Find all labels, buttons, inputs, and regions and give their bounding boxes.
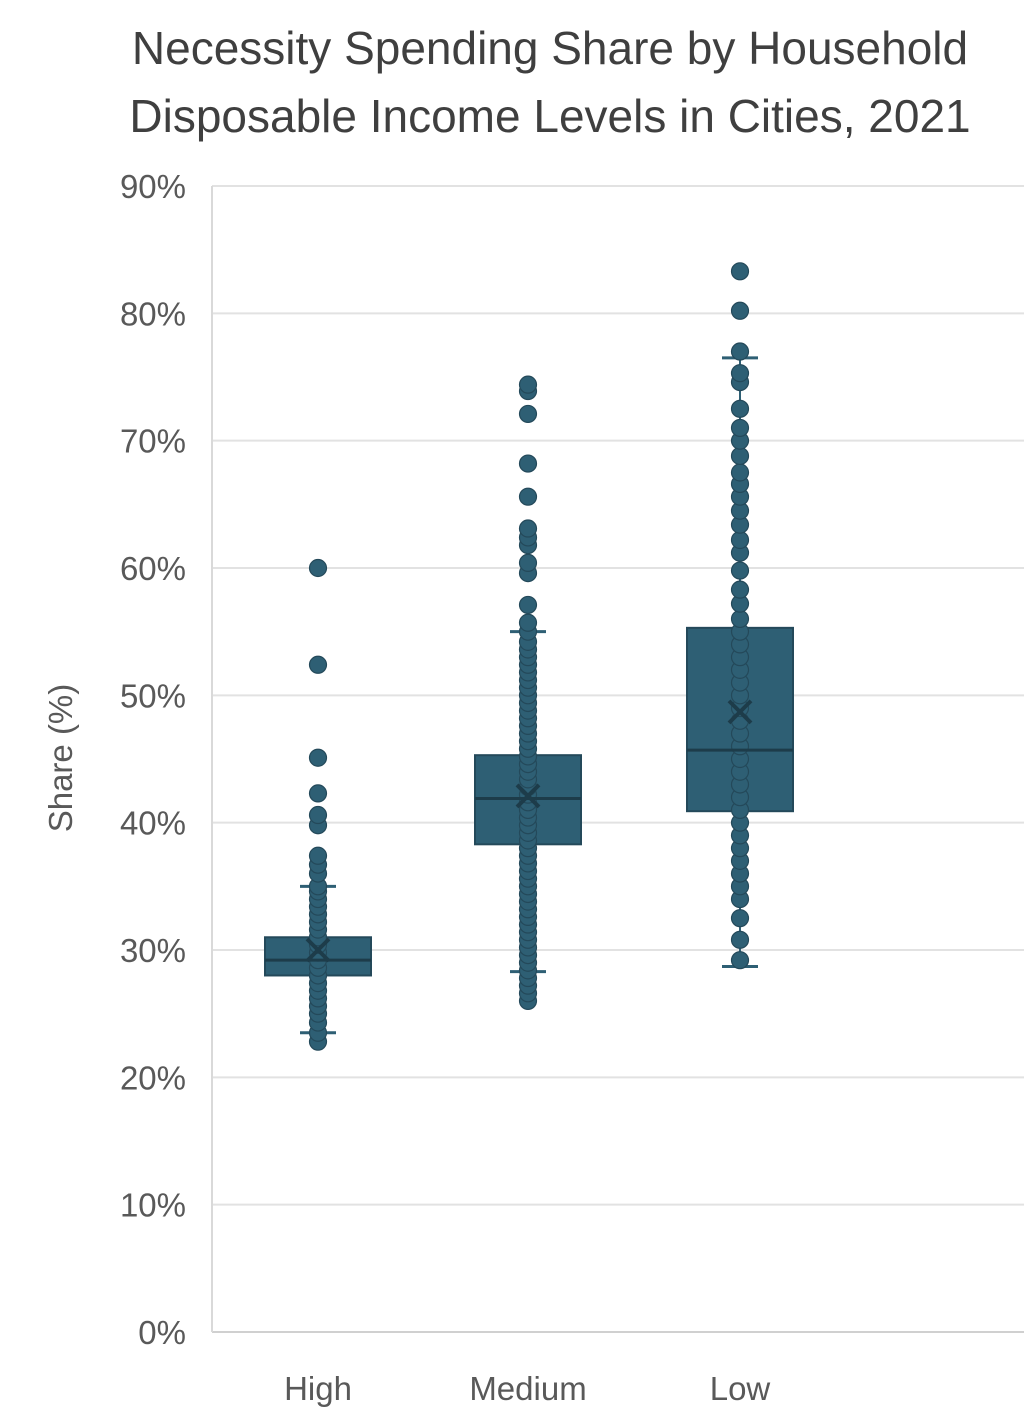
box-medium [474,375,582,1011]
x-tick-label-medium: Medium [469,1370,586,1407]
data-point [730,609,750,629]
data-point [518,404,538,424]
data-point [730,418,750,438]
box-series [264,262,794,1051]
data-point [730,342,750,361]
mean-marker-stroke [305,937,331,963]
y-tick-label: 90% [120,168,186,205]
data-point [730,909,750,928]
data-point [730,561,750,580]
data-point [308,655,328,674]
data-point [730,530,750,550]
data-point [518,454,538,473]
data-point [308,805,328,825]
data-point [518,553,538,573]
y-tick-label: 0% [138,1314,186,1351]
data-point [730,580,750,599]
mean-marker [515,783,541,809]
data-point [730,364,750,383]
chart-title: Necessity Spending Share by Household Di… [0,14,1024,150]
chart-title-line-2: Disposable Income Levels in Cities, 2021 [129,90,971,142]
box-high [264,558,372,1051]
chart-title-line-1: Necessity Spending Share by Household [131,22,969,74]
data-point [518,595,538,615]
data-point [730,930,750,949]
data-point [518,487,538,506]
data-point [730,446,750,466]
data-point [308,784,328,803]
y-tick-label: 60% [120,550,186,587]
x-tick-label-low: Low [710,1370,771,1407]
data-point [730,951,750,970]
data-point [518,519,538,538]
y-tick-label: 10% [120,1187,186,1224]
mean-marker [727,699,753,725]
mean-marker [305,937,331,963]
mean-marker-stroke [515,783,541,809]
data-point [308,846,328,865]
y-axis-title: Share (%) [42,684,79,833]
data-point [730,463,750,482]
x-axis-category-labels: High Medium Low [284,1370,770,1407]
y-tick-label: 20% [120,1059,186,1096]
box-low [686,262,794,970]
y-tick-label: 50% [120,677,186,714]
data-point [518,613,538,632]
data-point [730,301,750,320]
data-point [730,262,750,281]
y-tick-label: 30% [120,932,186,969]
y-tick-label: 80% [120,295,186,332]
data-point [730,399,750,418]
y-axis-tick-labels: 0% 10% 20% 30% 40% 50% 60% 70% 80% 90% [120,168,186,1351]
data-point [308,558,328,578]
x-tick-label-high: High [284,1370,352,1407]
data-point [518,375,538,394]
mean-marker-stroke [727,699,753,725]
y-tick-label: 70% [120,423,186,460]
gridlines [211,185,1024,1333]
y-tick-label: 40% [120,805,186,842]
data-point [308,748,328,767]
